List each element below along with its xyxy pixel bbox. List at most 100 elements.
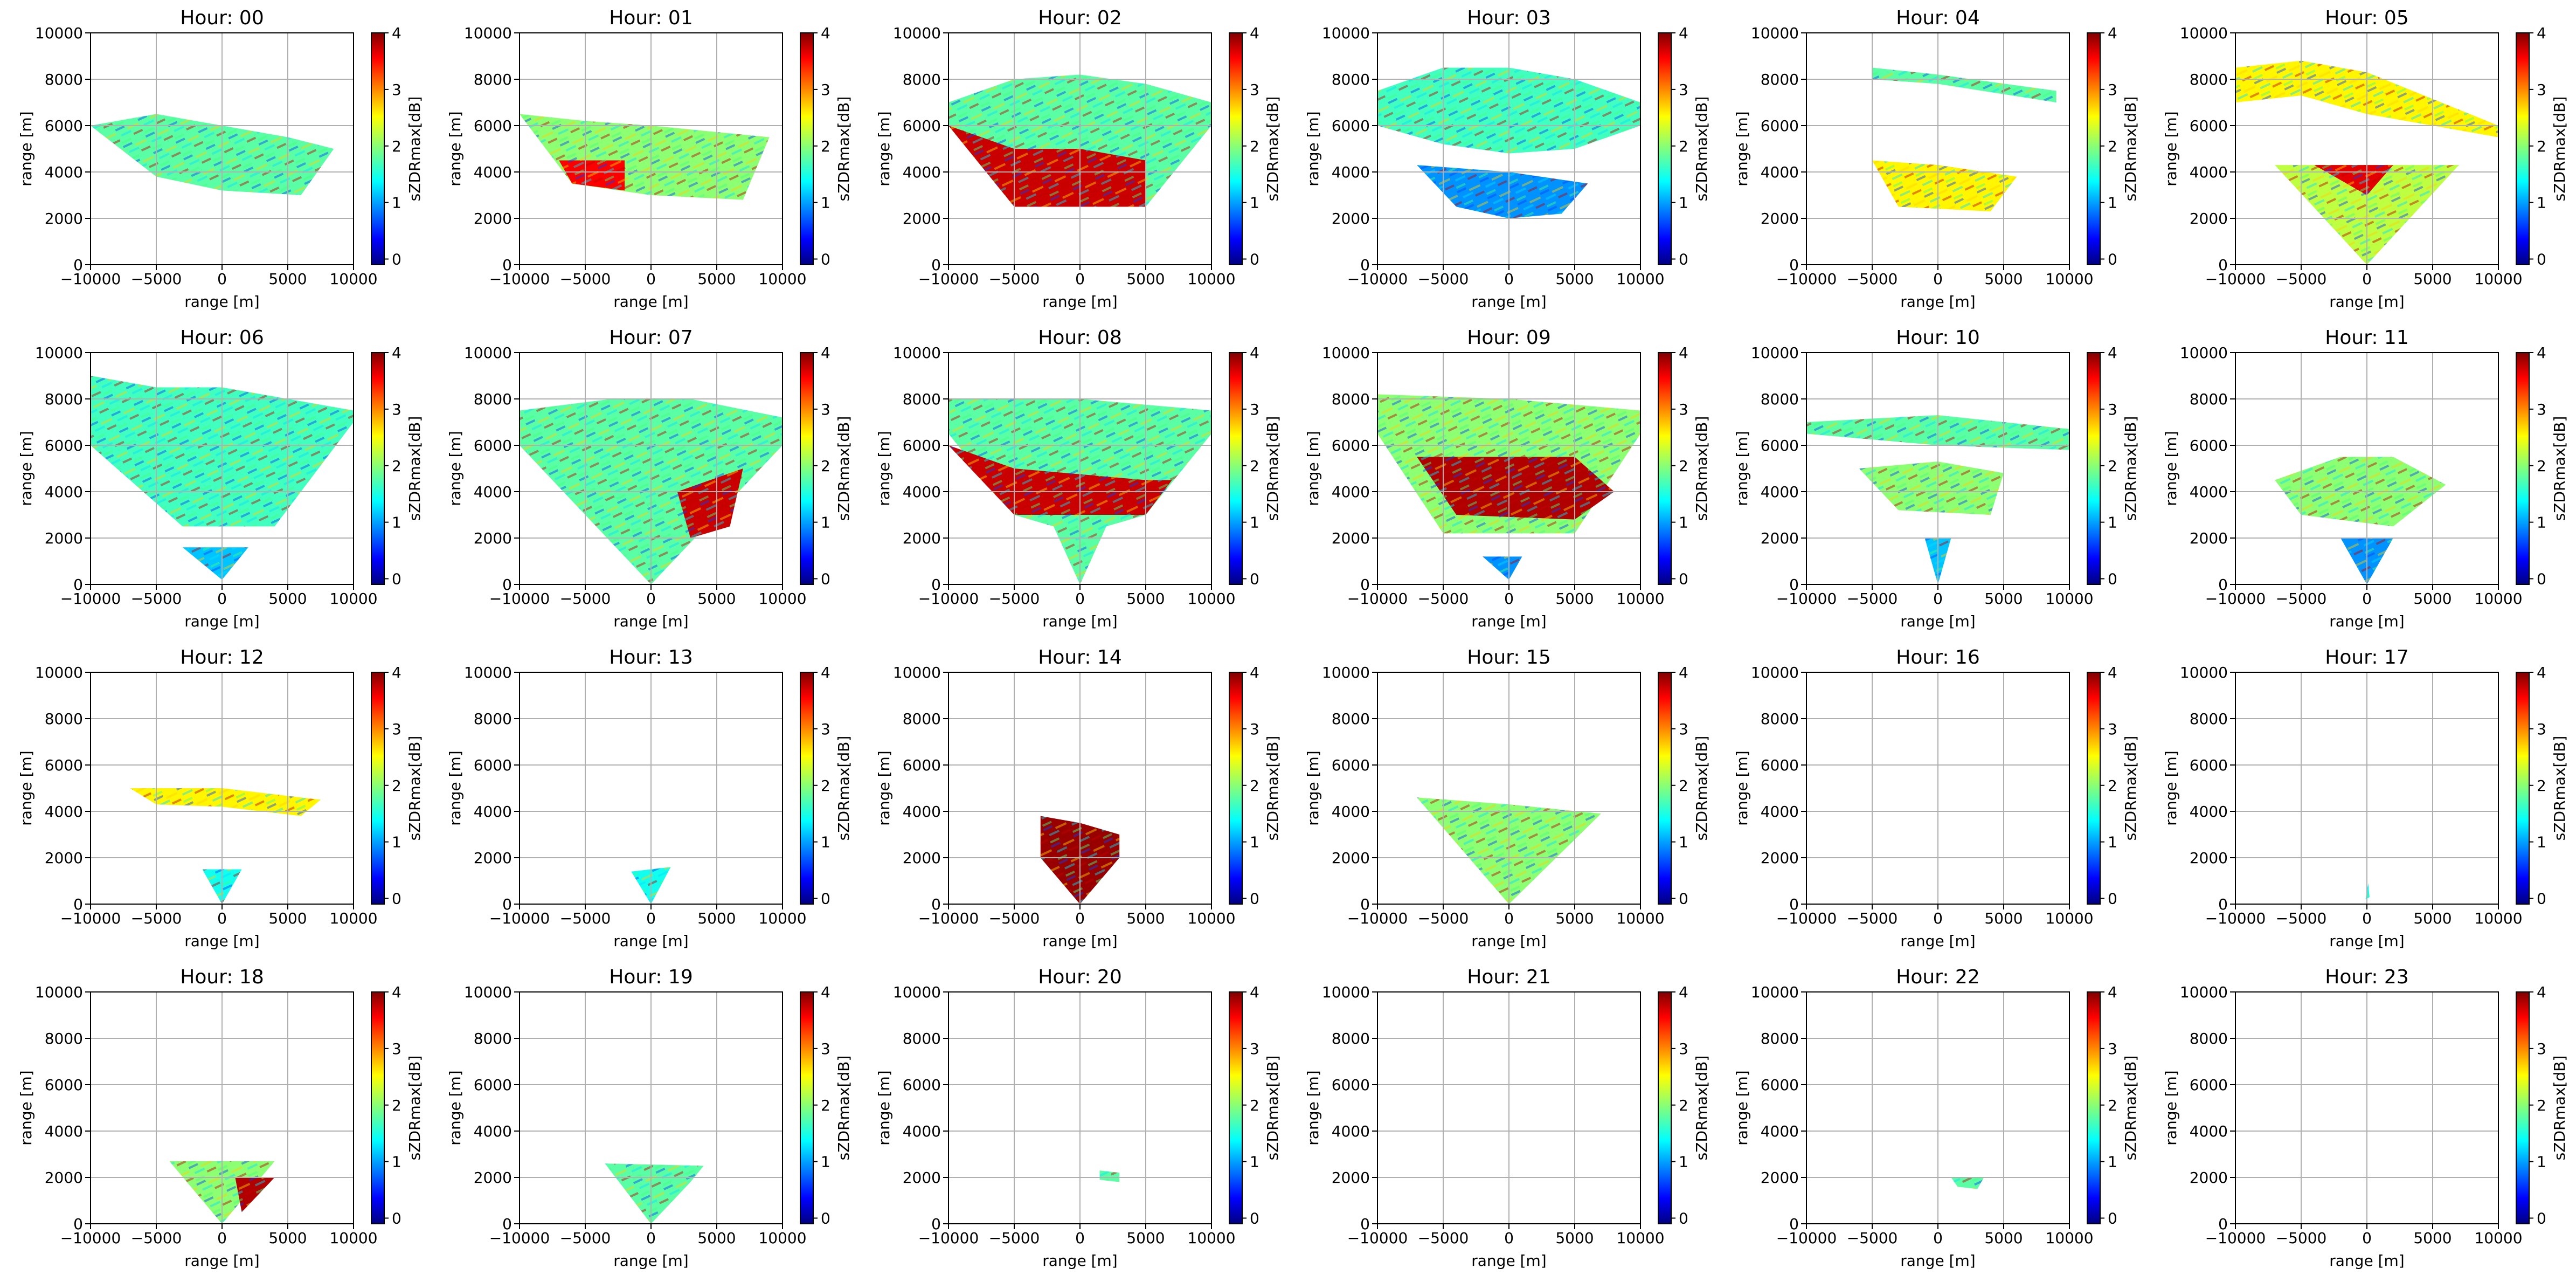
- x-tick-label: 0: [646, 1229, 656, 1247]
- y-tick-label: 6000: [1332, 437, 1370, 454]
- y-tick-label: 4000: [474, 803, 512, 821]
- x-tick-label: −10000: [1776, 270, 1837, 288]
- subplot-title: Hour: 16: [1896, 646, 1979, 668]
- colorbar-tick-label: 2: [1250, 777, 1259, 795]
- y-axis-label: range [m]: [1304, 1070, 1322, 1145]
- y-tick-label: 10000: [893, 664, 941, 681]
- subplot: −10000 −5000 0 5000 100000200040006000800010…: [446, 646, 853, 950]
- x-tick-label: −5000: [131, 1229, 182, 1247]
- y-tick-label: 10000: [1751, 664, 1799, 681]
- x-tick-label: −10000: [918, 909, 979, 927]
- x-tick-label: 0: [1075, 270, 1085, 288]
- colorbar-tick-label: 3: [1250, 720, 1259, 738]
- x-axis-label: range [m]: [2329, 612, 2404, 630]
- subplot: −10000 −5000 0 5000 100000200040006000800010…: [875, 7, 1282, 311]
- colorbar: [1229, 991, 1243, 1224]
- axes-frame: [1377, 672, 1641, 905]
- y-tick-label: 10000: [35, 344, 83, 362]
- x-tick-label: 10000: [758, 1229, 806, 1247]
- y-tick-label: 2000: [1761, 1169, 1799, 1187]
- colorbar-tick-label: 2: [2537, 777, 2546, 795]
- axes-frame: [1806, 32, 2070, 265]
- x-tick-label: −10000: [918, 270, 979, 288]
- y-tick-label: 0: [73, 576, 83, 594]
- echo-texture: [91, 114, 334, 195]
- y-tick-label: 8000: [45, 71, 83, 88]
- x-tick-label: −10000: [60, 1229, 121, 1247]
- axes-frame: [2235, 352, 2499, 585]
- x-tick-label: 5000: [1126, 590, 1165, 608]
- y-tick-label: 0: [931, 576, 941, 594]
- y-tick-label: 8000: [903, 390, 941, 408]
- colorbar-tick-label: 3: [392, 720, 401, 738]
- colorbar-tick-label: 1: [821, 1153, 830, 1171]
- axes-frame: [2235, 32, 2499, 265]
- y-tick-label: 6000: [45, 756, 83, 774]
- y-tick-label: 8000: [474, 71, 512, 88]
- axes-frame: [519, 32, 783, 265]
- y-tick-label: 10000: [2180, 664, 2228, 681]
- x-tick-label: 5000: [2413, 270, 2452, 288]
- y-tick-label: 8000: [45, 1030, 83, 1047]
- colorbar-tick-label: 2: [2537, 137, 2546, 155]
- y-tick-label: 8000: [1761, 710, 1799, 728]
- colorbar-tick-label: 3: [2537, 401, 2546, 418]
- x-tick-label: −5000: [1847, 590, 1898, 608]
- x-tick-label: −5000: [560, 909, 611, 927]
- x-axis-label: range [m]: [1900, 293, 1975, 311]
- x-axis-label: range [m]: [184, 932, 259, 950]
- y-tick-label: 2000: [2190, 210, 2228, 228]
- colorbar-tick-label: 1: [2537, 1153, 2546, 1171]
- x-tick-label: 5000: [2413, 909, 2452, 927]
- x-tick-label: −5000: [2276, 1229, 2327, 1247]
- y-tick-label: 8000: [2190, 1030, 2228, 1047]
- x-tick-label: 5000: [697, 270, 736, 288]
- x-tick-label: 10000: [758, 909, 806, 927]
- y-tick-label: 6000: [2190, 1076, 2228, 1094]
- echo-texture: [2314, 165, 2393, 195]
- y-axis-label: range [m]: [875, 111, 893, 186]
- echo-texture: [2365, 883, 2370, 900]
- colorbar-tick-label: 1: [2108, 194, 2117, 212]
- x-tick-label: −5000: [2276, 590, 2327, 608]
- echo-texture: [605, 1163, 704, 1224]
- x-tick-label: 0: [1933, 270, 1943, 288]
- colorbar-tick-label: 2: [1679, 457, 1688, 475]
- subplot: −10000 −5000 0 5000 100000200040006000800010…: [1733, 7, 2139, 311]
- y-axis-label: range [m]: [875, 431, 893, 506]
- subplot-title: Hour: 15: [1467, 646, 1550, 668]
- colorbar-tick-label: 4: [2108, 344, 2117, 362]
- y-tick-label: 10000: [893, 344, 941, 362]
- colorbar-label: sZDRmax[dB]: [1693, 736, 1711, 841]
- colorbar-tick-label: 4: [821, 983, 830, 1001]
- colorbar-tick-label: 3: [1250, 401, 1259, 418]
- subplot: −10000 −5000 0 5000 100000200040006000800010…: [446, 327, 853, 630]
- colorbar-label: sZDRmax[dB]: [2551, 97, 2568, 202]
- subplot: −10000 −5000 0 5000 100000200040006000800010…: [17, 966, 424, 1270]
- y-tick-label: 4000: [1761, 483, 1799, 501]
- y-tick-label: 6000: [903, 756, 941, 774]
- y-tick-label: 2000: [474, 849, 512, 867]
- y-tick-label: 10000: [464, 344, 512, 362]
- colorbar-label: sZDRmax[dB]: [2551, 1056, 2568, 1161]
- y-tick-label: 4000: [474, 163, 512, 181]
- colorbar: [2516, 32, 2530, 265]
- y-tick-label: 8000: [1761, 1030, 1799, 1047]
- colorbar-tick-label: 4: [1250, 24, 1259, 42]
- subplot: −10000 −5000 0 5000 100000200040006000800010…: [1733, 646, 2139, 950]
- axes-frame: [1806, 991, 2070, 1224]
- x-tick-label: 5000: [1984, 590, 2023, 608]
- x-tick-label: −5000: [131, 590, 182, 608]
- colorbar-tick-label: 0: [392, 1210, 401, 1228]
- y-tick-label: 8000: [1332, 710, 1370, 728]
- y-tick-label: 10000: [2180, 983, 2228, 1001]
- colorbar: [1658, 672, 1672, 905]
- y-tick-label: 2000: [474, 529, 512, 547]
- colorbar-tick-label: 2: [2108, 777, 2117, 795]
- y-tick-label: 0: [1360, 256, 1370, 274]
- x-tick-label: 10000: [1616, 1229, 1664, 1247]
- y-tick-label: 0: [2218, 895, 2228, 913]
- colorbar-tick-label: 2: [392, 457, 401, 475]
- x-axis-label: range [m]: [613, 612, 688, 630]
